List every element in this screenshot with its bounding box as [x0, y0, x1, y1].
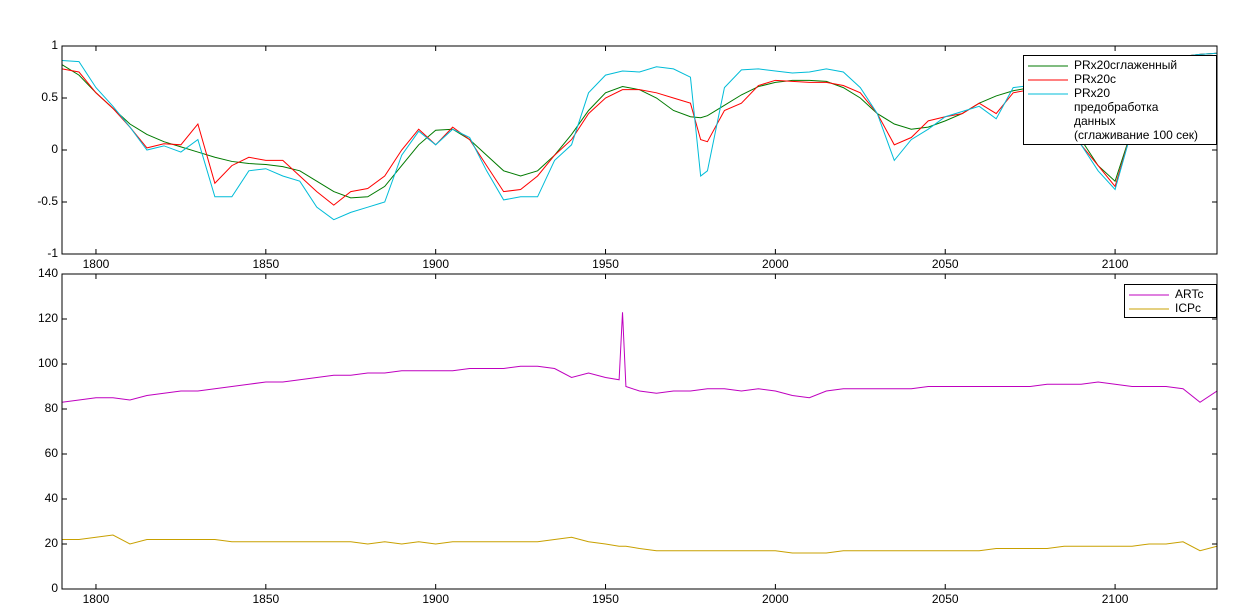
x-tick-label: 2000 [762, 592, 789, 606]
series-line [62, 52, 1217, 221]
legend-entry: ARTc [1127, 287, 1212, 301]
x-tick-label: 1900 [422, 257, 449, 271]
series-line [62, 52, 1217, 199]
y-tick-label: 140 [38, 266, 58, 280]
x-tick-label: 1800 [83, 257, 110, 271]
y-tick-label: 40 [45, 491, 59, 505]
y-tick-label: 0 [51, 142, 58, 156]
legend: PRx20сглаженный PRx20c PRx20 предобработка… [1023, 55, 1217, 145]
legend-entry: ICPc [1127, 301, 1212, 315]
y-tick-label: 0 [51, 581, 58, 595]
y-tick-label: 100 [38, 356, 58, 370]
y-tick-label: 120 [38, 311, 58, 325]
legend-swatch [1129, 294, 1169, 296]
legend-label: ICPc [1175, 301, 1202, 315]
y-tick-label: -0.5 [37, 194, 58, 208]
legend-entry: PRx20сглаженный [1026, 58, 1212, 72]
x-tick-label: 2100 [1102, 592, 1129, 606]
y-tick-label: 1 [51, 38, 58, 52]
legend-swatch [1028, 93, 1068, 95]
legend-label: PRx20сглаженный [1074, 58, 1178, 72]
x-tick-label: 1850 [252, 592, 279, 606]
y-tick-label: 0.5 [41, 90, 58, 104]
y-tick-label: 60 [45, 446, 59, 460]
x-tick-label: 1950 [592, 592, 619, 606]
y-tick-label: 20 [45, 536, 59, 550]
legend-label: PRx20 предобработка данных (сглаживание … [1074, 86, 1199, 142]
y-tick-label: -1 [47, 246, 58, 260]
x-tick-label: 2050 [932, 257, 959, 271]
y-tick-label: 80 [45, 401, 59, 415]
x-tick-label: 1850 [252, 257, 279, 271]
legend-swatch [1028, 79, 1068, 81]
x-tick-label: 1950 [592, 257, 619, 271]
legend-label: PRx20c [1074, 72, 1117, 86]
series-line [62, 534, 1217, 554]
x-tick-label: 1800 [83, 592, 110, 606]
x-tick-label: 2000 [762, 257, 789, 271]
x-tick-label: 1900 [422, 592, 449, 606]
x-tick-label: 2050 [932, 592, 959, 606]
legend-label: ARTc [1175, 287, 1204, 301]
legend-swatch [1028, 65, 1068, 67]
axes-frame [61, 273, 1218, 590]
series-line [62, 52, 1217, 206]
legend-swatch [1129, 308, 1169, 310]
series-line [62, 312, 1217, 403]
legend: ARTc ICPc [1124, 284, 1217, 318]
legend-entry: PRx20 предобработка данных (сглаживание … [1026, 86, 1212, 142]
x-tick-label: 2100 [1102, 257, 1129, 271]
legend-entry: PRx20c [1026, 72, 1212, 86]
